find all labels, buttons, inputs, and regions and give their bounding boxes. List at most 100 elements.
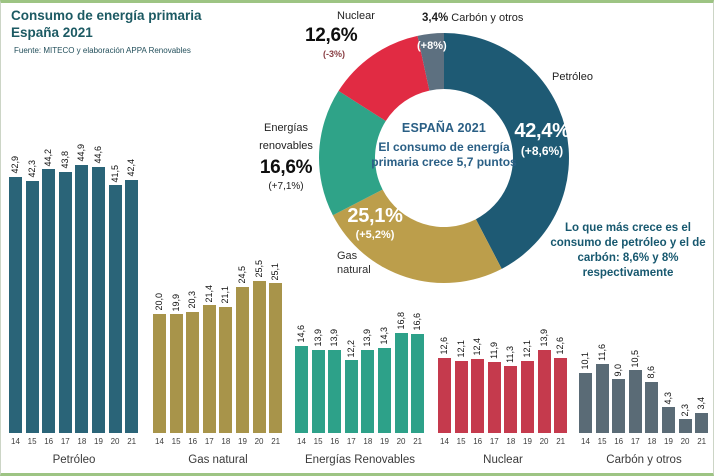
growth-annotation: Lo que más crece es el consumo de petról…: [550, 222, 706, 279]
gas-slice-label: Gas natural: [337, 250, 371, 276]
bar: 12,1: [520, 340, 534, 433]
bar: 8,6: [645, 366, 659, 433]
bar: 9,0: [612, 364, 626, 433]
bar-value-label: 44,6: [92, 146, 103, 164]
group-title: Carbón y otros: [606, 454, 682, 466]
bar: 42,3: [25, 160, 39, 433]
bar-value-label: 9,0: [613, 363, 624, 377]
bar: 20,0: [153, 293, 166, 433]
bar: 3,4: [695, 397, 709, 433]
year-label: 15: [27, 437, 37, 446]
gas-pct-block: 25,1% (+5,2%): [334, 205, 416, 241]
petroleo-delta-label: (+8,6%): [520, 144, 564, 158]
bar: 10,1: [579, 352, 592, 433]
bar-value-label: 42,4: [126, 159, 137, 177]
year-label: 18: [363, 437, 373, 446]
bar-value-label: 12,1: [521, 340, 532, 358]
bar-value-label: 25,1: [270, 262, 281, 281]
donut-center-title: ESPAÑA 2021: [401, 121, 487, 135]
bar: 13,9: [328, 329, 342, 433]
bar: 11,6: [595, 344, 609, 433]
bar-value-label: 42,3: [26, 159, 37, 178]
bar: 19,9: [169, 294, 183, 433]
bar-value-label: 25,5: [253, 260, 264, 278]
bar-value-label: 42,9: [10, 156, 20, 174]
year-label: 20: [539, 437, 549, 446]
bar: 16,8: [394, 312, 408, 433]
year-label: 21: [271, 437, 281, 446]
year-label: 14: [155, 437, 164, 446]
year-label: 21: [556, 437, 566, 446]
bar: 12,6: [438, 337, 451, 433]
bar: 13,9: [311, 329, 325, 433]
group-title: Petróleo: [52, 454, 96, 466]
petroleo-pct-block: 42,4% (+8,6%): [501, 120, 583, 158]
bar: 43,8: [58, 151, 72, 433]
year-label: 20: [254, 437, 264, 446]
bar-value-label: 21,4: [203, 284, 214, 303]
bar-chart-2: 20,0 19,9 20,3 21,4 21,1 24,5 25,5 25,1: [153, 3, 286, 433]
bar-value-label: 21,1: [220, 286, 231, 304]
bar: 16,6: [411, 313, 425, 433]
bar: 12,2: [344, 340, 358, 433]
bar: 14,6: [295, 325, 308, 433]
bar-value-label: 43,8: [59, 150, 70, 169]
bar: 42,9: [9, 156, 22, 433]
donut-center-body: El consumo de energía primaria crece 5,7…: [371, 140, 517, 169]
nuclear-delta-label: (-3%): [323, 49, 345, 59]
gas-delta-label: (+5,2%): [355, 229, 395, 241]
year-label: 15: [456, 437, 466, 446]
year-label: 20: [396, 437, 406, 446]
bar-value-label: 24,5: [236, 266, 247, 284]
renovables-label-block: Energías renovables 16,6% (+7,1%): [240, 118, 332, 192]
nuclear-slice-label: Nuclear: [337, 10, 375, 22]
bar-value-label: 19,9: [170, 293, 181, 312]
x-axis-years: 14 15 16 17 18 19 20 21: [579, 437, 712, 446]
bar-value-label: 14,3: [378, 327, 389, 345]
year-label: 19: [238, 437, 247, 446]
bar-chart-3: 14,6 13,9 13,9 12,2 13,9 14,3 16,8 16,6: [295, 3, 428, 433]
carbon-name-label: Carbón y otros: [451, 12, 524, 24]
bar: 25,1: [269, 263, 283, 433]
bar: 11,9: [487, 342, 501, 433]
bar-value-label: 44,9: [76, 144, 87, 162]
bar: 12,4: [471, 338, 485, 433]
renovables-slice-label: Energías renovables: [259, 122, 313, 152]
carbon-pct-label: 3,4%: [422, 12, 449, 24]
year-label: 15: [313, 437, 323, 446]
bar-value-label: 4,3: [662, 391, 673, 405]
bar: 24,5: [235, 266, 249, 433]
year-label: 16: [614, 437, 624, 446]
bar-chart-4: 12,6 12,1 12,4 11,9 11,3 12,1 13,9 12,6: [438, 3, 571, 433]
bar-value-label: 12,6: [555, 337, 566, 355]
bar-charts-area: 42,9 42,3 44,2 43,8 44,9 44,6 41,5 42,4 14 15 16 17…: [1, 3, 713, 473]
bar: 4,3: [661, 392, 675, 433]
bar: 10,5: [628, 350, 642, 433]
year-label: 16: [330, 437, 340, 446]
bar-value-label: 13,9: [362, 329, 373, 347]
x-axis-years: 14 15 16 17 18 19 20 21: [9, 437, 142, 446]
year-label: 17: [489, 437, 499, 446]
bar-chart-5: 10,1 11,6 9,0 10,5 8,6 4,3 2,3 3,4: [579, 3, 712, 433]
bar-value-label: 20,3: [187, 291, 198, 309]
group-title: Gas natural: [188, 454, 248, 466]
year-label: 18: [77, 437, 87, 446]
bar-chart-1: 42,9 42,3 44,2 43,8 44,9 44,6 41,5 42,4: [9, 3, 142, 433]
year-label: 16: [188, 437, 198, 446]
bar-value-label: 2,3: [679, 403, 690, 417]
year-label: 19: [664, 437, 673, 446]
bar: 13,9: [537, 329, 551, 433]
year-label: 17: [60, 437, 70, 446]
gas-pct-label: 25,1%: [347, 205, 403, 227]
bar-value-label: 16,8: [395, 312, 406, 330]
bar: 44,6: [91, 146, 105, 433]
bar: 2,3: [678, 404, 692, 433]
bar: 42,4: [125, 159, 139, 433]
bar-value-label: 11,3: [505, 345, 516, 363]
year-label: 18: [506, 437, 516, 446]
bar: 41,5: [108, 165, 122, 433]
bar-value-label: 13,9: [312, 329, 323, 347]
renovables-delta-label: (+7,1%): [268, 181, 304, 192]
year-label: 16: [473, 437, 483, 446]
year-label: 15: [171, 437, 181, 446]
